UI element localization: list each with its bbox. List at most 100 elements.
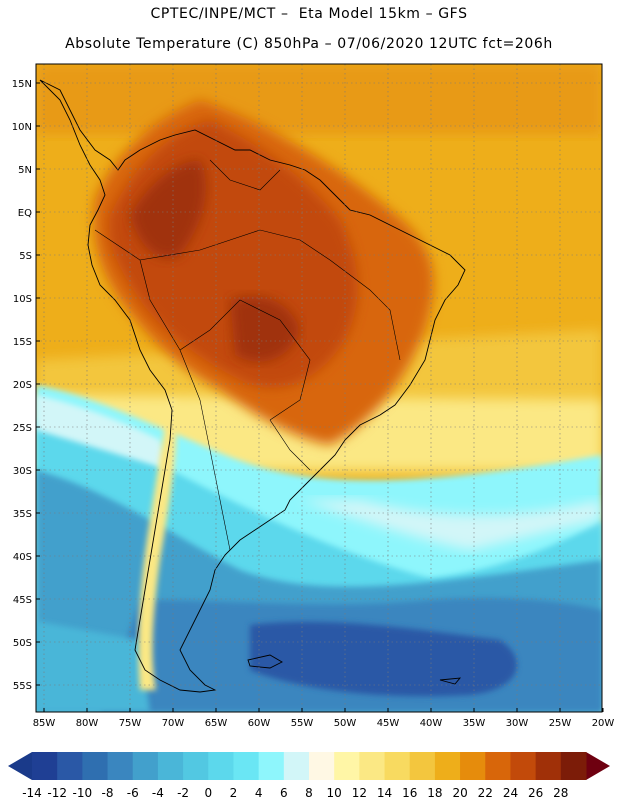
colorbar-label: -8: [102, 786, 114, 800]
temp-band-pale-east: [300, 500, 600, 550]
colorbar-low-arrow: [8, 752, 32, 780]
colorbar-cell: [384, 752, 411, 780]
colorbar-cell: [309, 752, 335, 780]
colorbar-label: 4: [255, 786, 263, 800]
longitude-label: 40W: [420, 718, 443, 729]
temp-band-southwest: [36, 621, 150, 712]
longitude-label: 30W: [506, 718, 529, 729]
latitude-label: 15N: [12, 79, 32, 90]
colorbar-label: 0: [204, 786, 212, 800]
colorbar-cell: [334, 752, 360, 780]
colorbar-label: 12: [352, 786, 367, 800]
latitude-label: 15S: [13, 337, 32, 348]
colorbar-high-arrow: [586, 752, 610, 780]
temperature-field: [36, 64, 602, 712]
latitude-label: 5S: [19, 251, 32, 262]
colorbar-label: 26: [528, 786, 543, 800]
border-venezuela: [209, 159, 281, 191]
colorbar-label: 24: [503, 786, 518, 800]
colorbar-label: 2: [230, 786, 238, 800]
colorbar-cell: [359, 752, 386, 780]
longitude-axis: 85W 80W 75W 70W 65W 60W 55W 50W 45W 40W 35W 30W 25W 2…: [33, 708, 615, 729]
colorbar-label: -6: [127, 786, 139, 800]
colorbar-cell: [233, 752, 260, 780]
latitude-label: EQ: [18, 208, 32, 219]
longitude-label: 85W: [33, 718, 56, 729]
colorbar-cell: [560, 752, 587, 780]
colorbar-label: -2: [177, 786, 189, 800]
longitude-label: 45W: [377, 718, 400, 729]
colorbar-label: -12: [47, 786, 67, 800]
colorbar-cell: [283, 752, 310, 780]
latitude-label: 20S: [13, 380, 32, 391]
colorbar-cell: [460, 752, 486, 780]
colorbar-label: 28: [553, 786, 568, 800]
latitude-label: 25S: [13, 423, 32, 434]
colorbar-cell: [510, 752, 537, 780]
border-chile-argentina: [199, 399, 231, 551]
latitude-label: 50S: [13, 638, 32, 649]
colorbar-cell: [183, 752, 209, 780]
colorbar-cell: [82, 752, 109, 780]
colorbar-cell: [57, 752, 83, 780]
colorbar-label: 22: [478, 786, 493, 800]
colorbar-label: 10: [327, 786, 342, 800]
longitude-label: 35W: [463, 718, 486, 729]
map-title-line-1: CPTEC/INPE/MCT – Eta Model 15km – GFS: [150, 6, 468, 22]
longitude-label: 60W: [248, 718, 271, 729]
colorbar-label: 8: [305, 786, 313, 800]
border-bolivia: [179, 299, 311, 421]
latitude-label: 55S: [13, 681, 32, 692]
colorbar-cell: [208, 752, 234, 780]
colorbar-cell: [157, 752, 184, 780]
latitude-axis: 15N 10N 5N EQ 5S 10S 15S 20S 25S 30S 35S 40S 45S 50S 5…: [12, 79, 40, 692]
falkland-islands: [247, 654, 283, 669]
temp-band-hot-interior: [230, 296, 300, 362]
map-title-line-2: Absolute Temperature (C) 850hPa – 07/06/…: [65, 36, 553, 52]
coastlines: [39, 79, 466, 693]
graticule: [36, 64, 602, 712]
colorbar-cell: [409, 752, 436, 780]
latitude-label: 30S: [13, 466, 32, 477]
latitude-label: 40S: [13, 552, 32, 563]
colorbar-label: -10: [73, 786, 93, 800]
latitude-label: 10S: [13, 294, 32, 305]
colorbar-label: -14: [22, 786, 42, 800]
longitude-label: 25W: [549, 718, 572, 729]
south-america-coastline: [39, 79, 466, 693]
border-paraguay: [269, 419, 311, 471]
colorbar-cell: [132, 752, 159, 780]
colorbar-cell: [434, 752, 461, 780]
colorbar: -14 -12 -10 -8 -6 -4 -2 0 2 4 6 8 10 12 14 16 18 20 22 24 26…: [8, 752, 610, 800]
longitude-label: 80W: [76, 718, 99, 729]
border-colombia-brazil: [139, 229, 301, 261]
longitude-label: 70W: [162, 718, 185, 729]
colorbar-label: -4: [152, 786, 164, 800]
colorbar-label: 14: [377, 786, 392, 800]
latitude-label: 35S: [13, 509, 32, 520]
latitude-label: 5N: [18, 165, 32, 176]
colorbar-label: 20: [452, 786, 467, 800]
country-borders: [94, 159, 401, 551]
south-georgia: [439, 677, 462, 685]
longitude-label: 50W: [334, 718, 357, 729]
colorbar-cell: [258, 752, 285, 780]
map-border: [35, 63, 603, 713]
border-peru: [94, 229, 201, 401]
colorbar-cell: [535, 752, 562, 780]
temp-band-north: [36, 64, 602, 134]
latitude-label: 45S: [13, 595, 32, 606]
longitude-label: 55W: [291, 718, 314, 729]
longitude-label: 20W: [592, 718, 615, 729]
colorbar-label: 16: [402, 786, 417, 800]
colorbar-cell: [485, 752, 511, 780]
colorbar-label: 18: [427, 786, 442, 800]
longitude-label: 75W: [119, 718, 142, 729]
temp-band-pale: [36, 395, 170, 470]
temp-band-coldest: [250, 621, 517, 697]
latitude-label: 10N: [12, 122, 32, 133]
temp-band-hottest: [130, 160, 207, 259]
colorbar-cell: [107, 752, 134, 780]
colorbar-label: 6: [280, 786, 288, 800]
